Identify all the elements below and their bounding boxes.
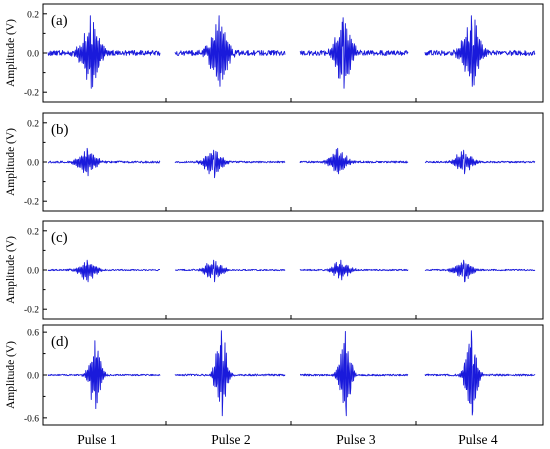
waveform-d-pulse-1: [47, 340, 161, 410]
waveform-b-pulse-1: [47, 147, 161, 177]
y-tick-label: -0.2: [24, 89, 39, 99]
y-axis-label: Amplitude (V): [5, 128, 17, 196]
y-axis-label: Amplitude (V): [5, 236, 17, 304]
y-axis-label: Amplitude (V): [5, 19, 17, 87]
y-tick-label: -0.6: [24, 414, 39, 424]
waveform-b-pulse-4: [424, 149, 536, 175]
waveform-a-pulse-3: [299, 17, 409, 89]
panel-4: -0.6 0.0 0.6 (d) Amplitude (V): [5, 324, 544, 426]
y-tick-label: -0.2: [24, 198, 39, 208]
waveform-b-pulse-2: [174, 149, 286, 179]
x-category-label-4: Pulse 4: [458, 432, 498, 447]
panel-label: (d): [51, 334, 69, 350]
waveform-a-pulse-1: [47, 15, 161, 89]
y-tick-label: 0.0: [27, 372, 39, 382]
x-category-label-3: Pulse 3: [336, 432, 376, 447]
panel-2: -0.2 0.0 0.2 (b) Amplitude (V): [5, 112, 544, 212]
panel-label: (c): [51, 230, 68, 246]
panel-3: -0.2 0.0 0.2 (c) Amplitude (V): [5, 220, 544, 320]
waveform-d-pulse-3: [299, 330, 409, 417]
waveform-c-pulse-3: [299, 259, 409, 281]
panel-label: (b): [51, 122, 69, 138]
waveform-b-pulse-3: [299, 147, 409, 175]
waveform-c-pulse-4: [424, 259, 536, 283]
y-tick-label: 0.2: [27, 119, 39, 129]
waveform-c-pulse-2: [174, 259, 286, 283]
x-category-label-1: Pulse 1: [77, 432, 116, 447]
y-tick-label: 0.6: [27, 329, 39, 339]
y-tick-label: 0.0: [27, 159, 39, 169]
panels-group: -0.2 0.0 0.2 (a) Amplitude (V) -0.2 0.0 0.2 (b) A…: [5, 3, 544, 426]
panel-1: -0.2 0.0 0.2 (a) Amplitude (V): [5, 3, 544, 103]
x-category-label-2: Pulse 2: [211, 432, 250, 447]
y-tick-label: 0.2: [27, 10, 39, 20]
y-tick-label: -0.2: [24, 306, 39, 316]
y-tick-label: 0.0: [27, 50, 39, 60]
panel-label: (a): [51, 13, 68, 29]
y-tick-label: 0.2: [27, 227, 39, 237]
y-axis-label: Amplitude (V): [5, 341, 17, 409]
waveform-d-pulse-4: [424, 330, 536, 416]
waveform-a-pulse-2: [174, 15, 286, 87]
x-category-labels: Pulse 1 Pulse 2 Pulse 3 Pulse 4: [77, 432, 498, 447]
y-tick-label: 0.0: [27, 267, 39, 277]
waveform-c-pulse-1: [47, 259, 161, 283]
waveform-d-pulse-2: [174, 330, 286, 417]
waveform-a-pulse-4: [424, 15, 536, 87]
